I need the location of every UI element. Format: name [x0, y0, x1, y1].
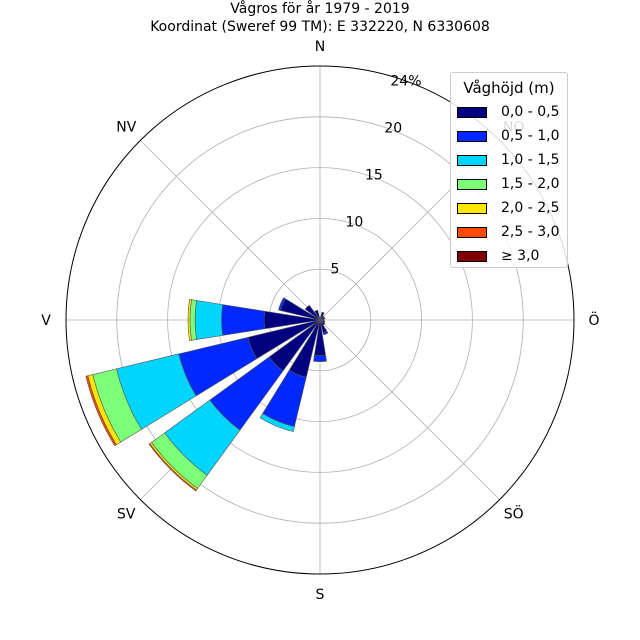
chart-title: Vågros för år 1979 - 2019	[230, 1, 410, 17]
legend-swatch	[457, 130, 487, 142]
rose-bar-segment	[314, 309, 321, 321]
direction-label: N	[315, 39, 325, 55]
rose-bar-segment	[319, 315, 325, 321]
legend-item: 1,0 - 1,5	[457, 151, 559, 169]
chart-title-block: Vågros för år 1979 - 2019 Koordinat (Swe…	[0, 0, 640, 36]
rose-bar-segment	[194, 300, 224, 340]
legend-label: 0,0 - 0,5	[501, 104, 560, 120]
radial-tick-label: 10	[345, 214, 363, 230]
grid-spoke	[140, 140, 321, 321]
legend-swatch	[457, 106, 487, 118]
rose-bar-segment	[319, 311, 325, 321]
legend-item: 1,5 - 2,0	[457, 175, 559, 193]
legend-swatch	[457, 250, 487, 262]
rose-bar-segment	[322, 330, 329, 336]
legend-label: 0,5 - 1,0	[501, 128, 560, 144]
direction-label: Ö	[588, 311, 599, 329]
chart-subtitle: Koordinat (Sweref 99 TM): E 332220, N 63…	[150, 19, 490, 35]
legend-swatch	[457, 226, 487, 238]
legend-label: 2,0 - 2,5	[501, 200, 560, 216]
radial-max-label: 24%	[390, 73, 421, 89]
rose-bar-segment	[221, 304, 266, 336]
direction-label: SV	[117, 507, 136, 523]
direction-label: S	[316, 587, 325, 603]
rose-bar-segment	[319, 319, 326, 326]
legend: Våghöjd (m) 0,0 - 0,5 0,5 - 1,0 1,0 - 1,5 1…	[450, 72, 568, 268]
legend-swatch	[457, 178, 487, 190]
legend-item: 2,0 - 2,5	[457, 199, 559, 217]
polar-frame	[65, 65, 575, 575]
legend-item: 0,0 - 0,5	[457, 103, 559, 121]
legend-swatch	[457, 202, 487, 214]
direction-label: SÖ	[504, 505, 524, 523]
grid-spoke	[319, 319, 500, 500]
rose-bar-segment	[259, 413, 295, 432]
radial-tick-label: 20	[384, 121, 402, 137]
legend-title: Våghöjd (m)	[463, 79, 555, 97]
rose-bar-segment	[278, 297, 286, 311]
rose-bar-segment	[319, 319, 325, 321]
rose-bar-segment	[187, 298, 192, 342]
rose-bar-segment	[313, 354, 327, 362]
rose-bar-segment	[304, 304, 321, 321]
radial-tick-label: 5	[331, 261, 340, 277]
radial-tick-label: 15	[365, 168, 383, 184]
legend-label: ≥ 3,0	[501, 248, 540, 264]
legend-item: 2,5 - 3,0	[457, 223, 559, 241]
legend-label: 1,0 - 1,5	[501, 152, 560, 168]
direction-label: NV	[116, 119, 136, 135]
legend-label: 2,5 - 3,0	[501, 224, 560, 240]
rose-bar-segment	[148, 443, 197, 492]
legend-swatch	[457, 154, 487, 166]
rose-bar-segment	[319, 316, 326, 321]
rose-bar-segment	[85, 375, 117, 447]
legend-label: 1,5 - 2,0	[501, 176, 560, 192]
legend-item: ≥ 3,0	[457, 247, 539, 265]
direction-label: V	[41, 313, 51, 329]
legend-item: 0,5 - 1,0	[457, 127, 559, 145]
